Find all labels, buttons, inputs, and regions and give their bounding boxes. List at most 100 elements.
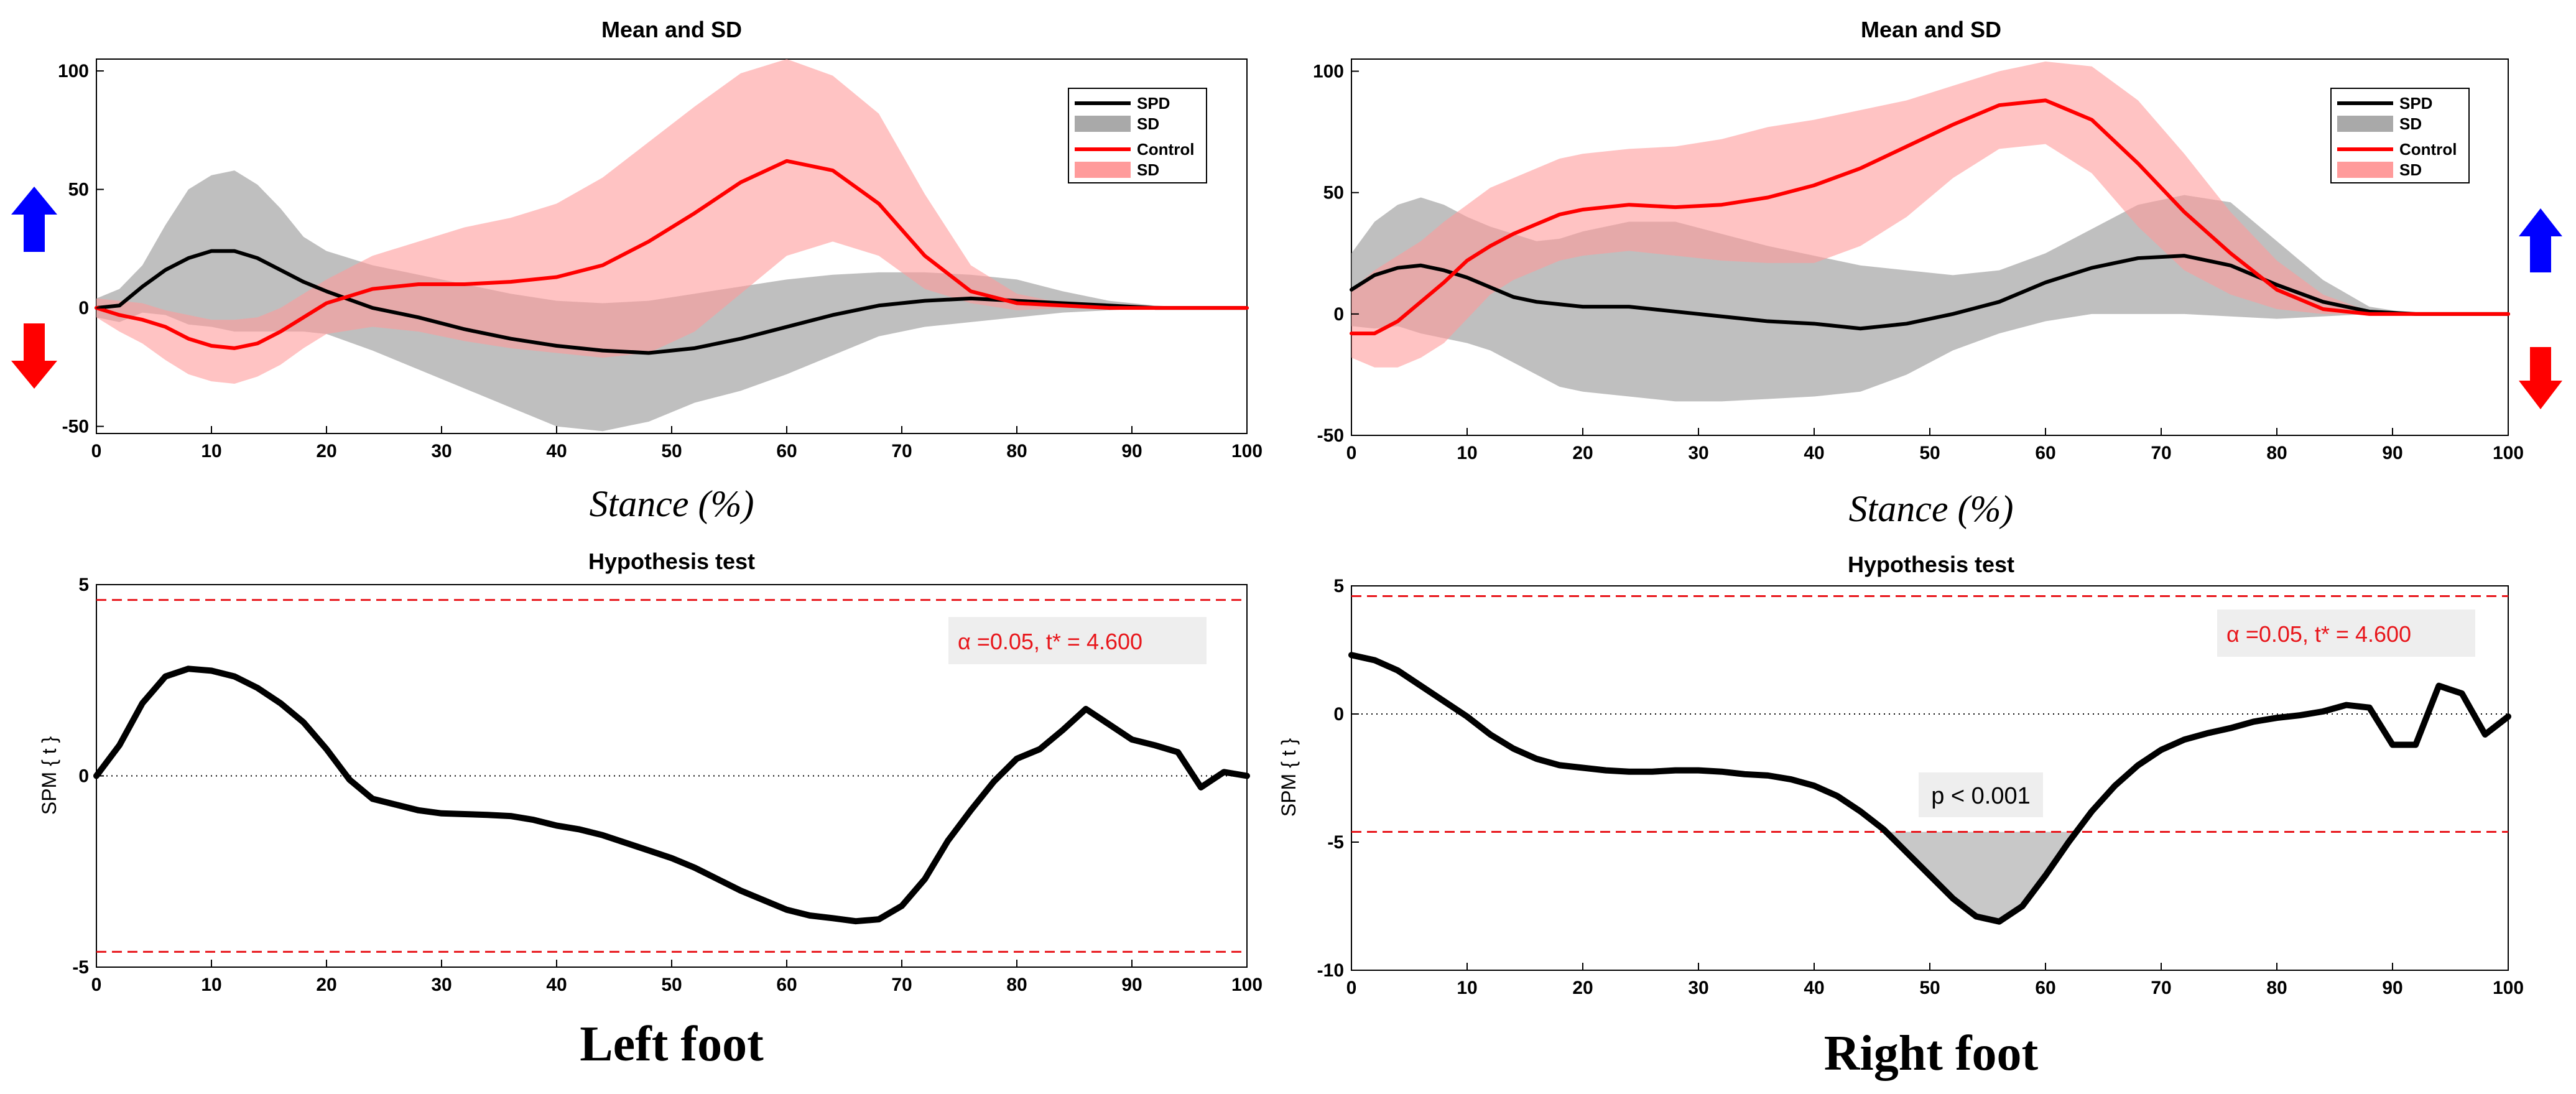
axes: 0 10 20 30 40 50 60 70 80 90 100-505 [72, 575, 1263, 995]
legend-label: Control [1137, 140, 1194, 159]
legend-spd-sd-swatch [2337, 116, 2393, 132]
x-tick-label: 0 [1346, 443, 1357, 463]
y-tick-label: 50 [1323, 183, 1344, 203]
x-tick-label: 80 [2266, 978, 2287, 998]
x-tick-label: 40 [546, 975, 567, 995]
x-tick-label: 70 [891, 975, 912, 995]
x-tick-label: 0 [91, 441, 102, 461]
x-tick-label: 50 [1919, 443, 1940, 463]
x-tick-label: 30 [1688, 443, 1708, 463]
right-spm-chart: Hypothesis test 0 10 20 30 40 50 60 70 80 90 100-1… [1277, 552, 2524, 998]
cluster-p-value: p < 0.001 [1931, 783, 2031, 809]
x-tick-label: 0 [1346, 978, 1357, 998]
x-tick-label: 80 [2266, 443, 2287, 463]
blue-up-arrow-icon [11, 187, 57, 252]
x-tick-label: 80 [1006, 441, 1027, 461]
x-tick-label: 20 [316, 441, 336, 461]
chart-title: Mean and SD [601, 17, 742, 42]
x-tick-label: 40 [546, 441, 567, 461]
mean-lines [1350, 98, 2510, 336]
x-tick-label: 70 [2151, 443, 2171, 463]
x-tick-label: 20 [316, 975, 336, 995]
cluster-p-value-box [1919, 772, 2043, 817]
threshold-annotation: α =0.05, t* = 4.600 [958, 629, 1142, 654]
right-mean-chart: Mean and SD 0 10 20 30 40 50 60 70 80 90 100-50050… [1313, 17, 2524, 529]
axes: 0 10 20 30 40 50 60 70 80 90 100 -10 -5 0 5 [1317, 576, 2524, 998]
legend-spd-sd-swatch [1075, 116, 1131, 132]
x-axis-label: Stance (%) [590, 483, 754, 524]
red-down-arrow-icon [11, 323, 57, 389]
x-tick-label: 90 [2382, 443, 2402, 463]
blue-up-arrow-icon [2519, 208, 2562, 272]
legend-label: SD [2399, 160, 2422, 179]
x-tick-label: 30 [1688, 978, 1708, 998]
sd-bands [96, 59, 1247, 432]
legend-label: SD [1137, 160, 1159, 179]
x-tick-label: 90 [1121, 441, 1142, 461]
spd-mean-line [95, 249, 1249, 355]
chart-title: Hypothesis test [588, 549, 755, 574]
control-sd-band [1351, 61, 2508, 368]
x-tick-label: 50 [1919, 978, 1940, 998]
legend-label: SPD [1137, 94, 1170, 113]
x-tick-label: 50 [661, 441, 682, 461]
x-tick-label: 90 [2382, 978, 2402, 998]
control-mean-line [1350, 98, 2510, 336]
legend-label: SPD [2399, 94, 2432, 113]
control-sd-band [96, 59, 1247, 384]
up-arrow-shape [2519, 208, 2562, 272]
x-tick-label: 100 [1231, 441, 1263, 461]
reference-lines [1351, 595, 2508, 833]
spd-mean-line [1350, 254, 2510, 331]
reference-lines [96, 599, 1247, 953]
legend-label: Control [2399, 140, 2457, 159]
control-mean-line [95, 159, 1249, 350]
legend: SPD SD Control SD [2330, 88, 2470, 183]
spm-curve [1348, 652, 2511, 925]
x-tick-label: 90 [1121, 975, 1142, 995]
x-tick-label: 40 [1804, 443, 1824, 463]
x-tick-label: 60 [2035, 978, 2055, 998]
y-tick-label: -50 [1317, 425, 1344, 446]
y-axis-label: SPM { t } [38, 736, 60, 815]
spm-curve [93, 665, 1250, 925]
cluster-fill [1886, 832, 2077, 922]
mean-lines [95, 159, 1249, 355]
x-tick-label: 50 [661, 975, 682, 995]
x-tick-label: 10 [1457, 443, 1477, 463]
x-tick-label: 100 [2493, 978, 2524, 998]
spm-curve-line [93, 665, 1250, 925]
x-tick-label: 80 [1006, 975, 1027, 995]
x-tick-label: 70 [2151, 978, 2171, 998]
x-tick-label: 60 [776, 975, 797, 995]
legend-label: SD [2399, 114, 2422, 133]
y-tick-label: -5 [1327, 832, 1344, 853]
x-tick-label: 30 [431, 441, 452, 461]
left-spm-chart: Hypothesis test 0 10 20 30 40 50 60 70 80 90 100-5… [38, 549, 1263, 995]
x-tick-label: 70 [891, 441, 912, 461]
up-arrow-shape [11, 187, 57, 252]
left-foot-label: Left foot [580, 1017, 764, 1072]
x-axis-label: Stance (%) [1849, 488, 2014, 529]
spm-curve-line [1348, 652, 2511, 925]
x-tick-label: 30 [431, 975, 452, 995]
y-tick-label: 0 [78, 766, 89, 787]
y-tick-label: 5 [78, 575, 89, 595]
threshold-annotation: α =0.05, t* = 4.600 [2226, 621, 2411, 647]
chart-title: Mean and SD [1861, 17, 2001, 42]
x-tick-label: 10 [1457, 978, 1477, 998]
x-tick-label: 20 [1572, 978, 1593, 998]
y-axis-label: SPM { t } [1277, 738, 1300, 817]
y-tick-label: 0 [78, 298, 89, 318]
y-tick-label: 0 [1333, 304, 1344, 325]
y-tick-label: 50 [68, 180, 89, 200]
red-down-arrow-icon [2519, 347, 2562, 409]
chart-title: Hypothesis test [1848, 552, 2014, 577]
x-tick-label: 10 [201, 441, 221, 461]
x-tick-label: 60 [776, 441, 797, 461]
left-mean-chart: Mean and SD 0 10 20 30 40 50 60 70 80 90 100-50050… [58, 17, 1263, 524]
down-arrow-shape [2519, 347, 2562, 409]
x-tick-label: 20 [1572, 443, 1593, 463]
